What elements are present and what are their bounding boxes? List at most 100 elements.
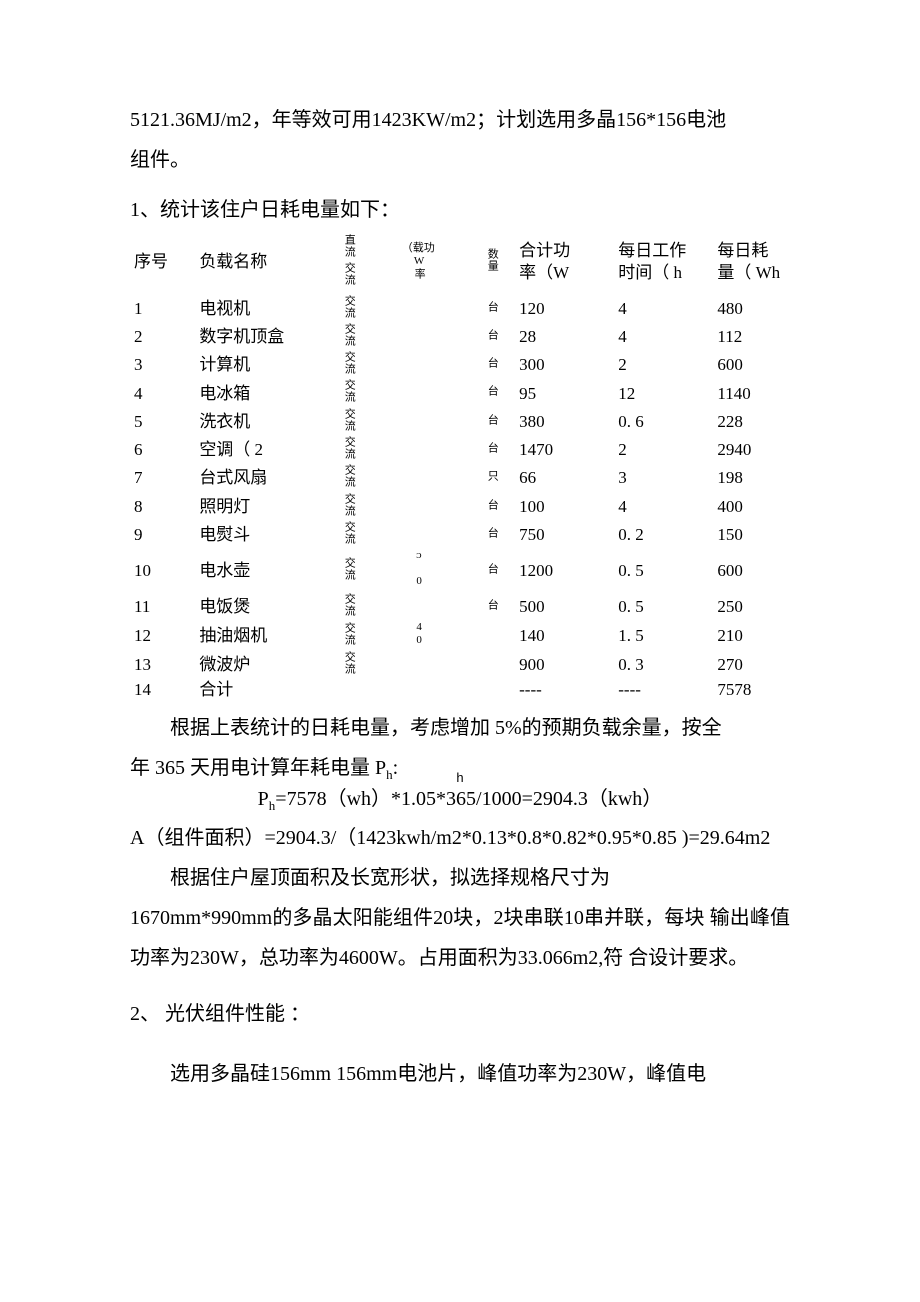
table-row: 5洗衣机交流台3800. 6228 xyxy=(130,408,790,436)
table-cell: 交流 xyxy=(328,295,369,323)
table-cell: 只 xyxy=(468,464,515,492)
th-qty: 数量 xyxy=(468,234,515,295)
table-cell: 300 xyxy=(515,351,614,379)
table-cell: 198 xyxy=(713,464,790,492)
table-cell: 台 xyxy=(468,436,515,464)
table-cell xyxy=(369,464,468,492)
table-cell xyxy=(369,295,468,323)
table-cell: 12 xyxy=(130,621,195,651)
table-cell: 合计 xyxy=(195,679,328,701)
table-cell: 480 xyxy=(713,295,790,323)
table-cell: 120 xyxy=(515,295,614,323)
after-table-p2a: 年 365 天用电计算年耗电量 P xyxy=(130,757,386,779)
table-cell xyxy=(369,651,468,679)
table-cell: 台 xyxy=(468,351,515,379)
table-row: 11电饭煲交流台5000. 5250 xyxy=(130,593,790,621)
table-cell xyxy=(369,436,468,464)
table-cell: 0. 6 xyxy=(614,408,713,436)
table-cell: 台 xyxy=(468,593,515,621)
table-cell: 40 xyxy=(369,621,468,651)
table-cell: 900 xyxy=(515,651,614,679)
table-cell: 7578 xyxy=(713,679,790,701)
table-row: 8照明灯交流台1004400 xyxy=(130,493,790,521)
table-cell xyxy=(468,621,515,651)
table-cell: 台 xyxy=(468,493,515,521)
section-2-title: 2、 光伏组件性能 ： xyxy=(130,994,790,1034)
table-cell: 6 xyxy=(130,436,195,464)
table-cell: 台 xyxy=(468,379,515,407)
table-cell xyxy=(369,593,468,621)
th-loadp: （载功 W率 xyxy=(369,234,468,295)
th-qty-text: 数量 xyxy=(486,248,498,272)
table-row: 3计算机交流台3002600 xyxy=(130,351,790,379)
th-wh: 每日耗 量（ Wh xyxy=(713,234,790,295)
table-cell: 2 xyxy=(614,436,713,464)
table-cell: 交流 xyxy=(328,593,369,621)
table-row: 13微波炉交流9000. 3270 xyxy=(130,651,790,679)
table-cell: 66 xyxy=(515,464,614,492)
table-cell: 2 xyxy=(130,323,195,351)
table-cell: 3 xyxy=(130,351,195,379)
table-cell: 交流 xyxy=(328,493,369,521)
table-cell: 600 xyxy=(713,351,790,379)
table-cell: 400 xyxy=(713,493,790,521)
th-acdc-bot: 交流 xyxy=(343,262,355,286)
table-cell: 交流 xyxy=(328,621,369,651)
table-cell: 抽油烟机 xyxy=(195,621,328,651)
table-cell: 0. 3 xyxy=(614,651,713,679)
intro-line-1: 5121.36MJ/m2，年等效可用1423KW/m2；计划选用多晶156*15… xyxy=(130,100,790,140)
table-cell: 28 xyxy=(515,323,614,351)
roof-p2: 1670mm*990mm的多晶太阳能组件20块，2块串联10串并联，每块 输出峰… xyxy=(130,898,790,978)
after-table-p1: 根据上表统计的日耗电量，考虑增加 5%的预期负载余量，按全 xyxy=(130,708,790,748)
th-hrs-1: 每日工作 xyxy=(618,241,686,260)
table-cell: 2940 xyxy=(713,436,790,464)
table-cell: ---- xyxy=(515,679,614,701)
table-cell: 1. 5 xyxy=(614,621,713,651)
table-cell: 228 xyxy=(713,408,790,436)
table-cell: 0. 5 xyxy=(614,549,713,592)
table-cell: 0. 5 xyxy=(614,593,713,621)
table-cell: 电熨斗 xyxy=(195,521,328,549)
table-cell xyxy=(468,651,515,679)
table-cell: 12 xyxy=(614,379,713,407)
formula-ph-c: =7578（wh）*1.05*365/1000=2904.3（kwh） xyxy=(275,788,662,810)
table-cell xyxy=(468,679,515,701)
table-body: 1电视机交流台12044802数字机顶盒交流台2841123计算机交流台3002… xyxy=(130,295,790,702)
formula-ph-a: P xyxy=(258,788,269,810)
th-wh-2: 量（ Wh xyxy=(717,263,780,282)
table-cell: 7 xyxy=(130,464,195,492)
th-acdc-top: 直流 xyxy=(343,234,355,258)
table-row: 7台式风扇交流只663198 xyxy=(130,464,790,492)
table-cell: 台式风扇 xyxy=(195,464,328,492)
table-cell: 1470 xyxy=(515,436,614,464)
table-cell: 1200 xyxy=(515,549,614,592)
th-loadp-1: （载功 xyxy=(402,242,435,254)
table-cell xyxy=(369,408,468,436)
section-2-body: 选用多晶硅156mm 156mm电池片，峰值功率为230W，峰值电 xyxy=(130,1054,790,1094)
table-cell: 13 xyxy=(130,651,195,679)
table-cell: 9 xyxy=(130,521,195,549)
th-loadp-2: W率 xyxy=(413,255,425,280)
th-name: 负载名称 xyxy=(195,234,328,295)
table-cell: 照明灯 xyxy=(195,493,328,521)
table-cell: 600 xyxy=(713,549,790,592)
after-table-p2c: : xyxy=(393,757,399,779)
th-seq: 序号 xyxy=(130,234,195,295)
table-cell: 380 xyxy=(515,408,614,436)
table-cell: 5 xyxy=(130,408,195,436)
intro-line-2: 组件。 xyxy=(130,140,790,180)
table-cell: ᴐ 0 xyxy=(369,549,468,592)
table-cell: 14 xyxy=(130,679,195,701)
table-cell: 1 xyxy=(130,295,195,323)
load-table: 序号 负载名称 直流 交流 （载功 W率 数量 合计功 率（W xyxy=(130,234,790,702)
table-cell: 洗衣机 xyxy=(195,408,328,436)
table-cell: 11 xyxy=(130,593,195,621)
table-cell: 电视机 xyxy=(195,295,328,323)
th-wh-1: 每日耗 xyxy=(717,241,768,260)
table-cell: 电饭煲 xyxy=(195,593,328,621)
table-cell: 台 xyxy=(468,549,515,592)
table-cell: 250 xyxy=(713,593,790,621)
table-cell xyxy=(369,679,468,701)
table-cell xyxy=(369,323,468,351)
th-sum: 合计功 率（W xyxy=(515,234,614,295)
